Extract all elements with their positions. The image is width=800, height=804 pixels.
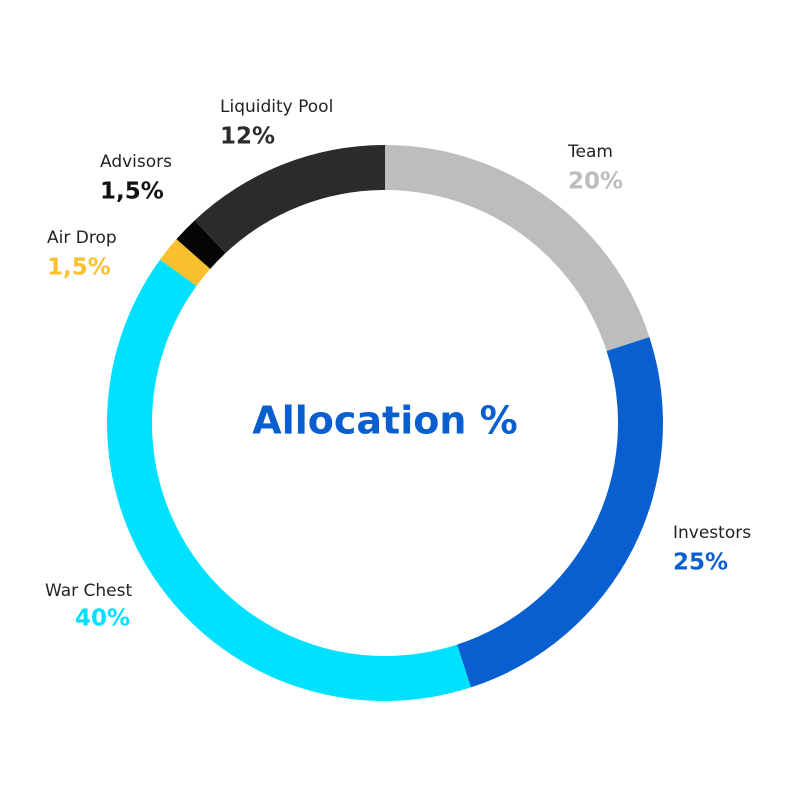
donut-segment <box>176 220 226 269</box>
donut-segment <box>106 259 471 702</box>
segment-name: Investors <box>673 523 751 543</box>
donut-segment <box>457 337 663 688</box>
donut-segment <box>385 145 650 351</box>
segment-name: Team <box>567 142 613 162</box>
segment-name: War Chest <box>45 581 132 601</box>
chart-title: Allocation % <box>252 399 517 443</box>
segment-value-label: 25% <box>673 550 728 576</box>
segment-value-label: 1,5% <box>47 255 111 281</box>
donut-segment <box>194 145 385 254</box>
segment-value-label: 12% <box>220 124 275 150</box>
segment-name: Air Drop <box>47 228 117 248</box>
donut-segment <box>160 239 211 287</box>
segment-value-label: 20% <box>568 169 623 195</box>
segment-name: Liquidity Pool <box>220 97 333 117</box>
segment-value-label: 40% <box>75 606 130 632</box>
segment-name: Advisors <box>100 152 172 172</box>
segment-value-label: 1,5% <box>100 179 164 205</box>
